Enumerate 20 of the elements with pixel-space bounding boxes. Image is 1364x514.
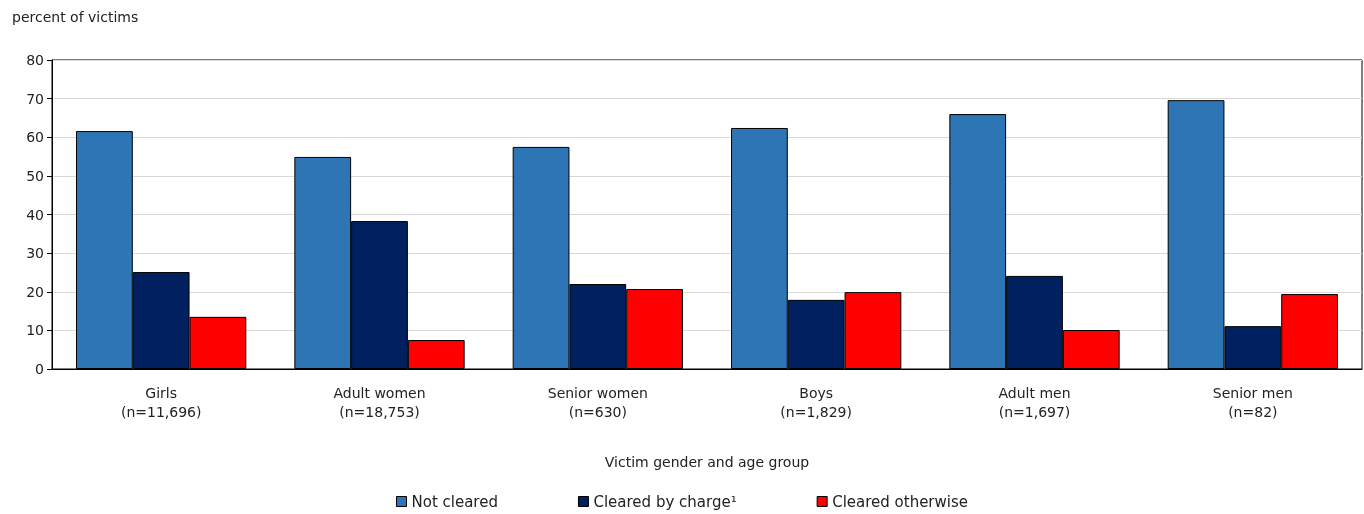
y-tick-label: 20 — [26, 283, 44, 300]
legend-label: Cleared otherwise — [832, 492, 969, 511]
y-tick-label: 10 — [26, 322, 44, 339]
x-tick-label: Adult men (n=1,697) — [998, 384, 1071, 420]
x-tick-label: Boys (n=1,829) — [780, 384, 852, 420]
legend-label: Not cleared — [411, 492, 498, 511]
y-tick-label: 30 — [26, 245, 44, 262]
legend-label: Cleared by charge¹ — [593, 492, 737, 511]
y-tick-label: 80 — [26, 52, 44, 68]
y-tick-label: 40 — [26, 206, 44, 223]
x-axis-title: Victim gender and age group — [604, 454, 810, 470]
x-tick-label: Senior men (n=82) — [1212, 384, 1293, 420]
y-tick-label: 0 — [35, 361, 44, 377]
y-tick-label: 60 — [26, 129, 44, 146]
x-tick-label: Adult women (n=18,753) — [333, 384, 426, 420]
x-tick-label: Girls (n=11,696) — [120, 384, 202, 420]
y-axis-title: percent of victims — [12, 9, 139, 25]
x-tick-label: Senior women (n=630) — [547, 384, 648, 420]
y-tick-label: 70 — [26, 90, 44, 107]
y-tick-label: 50 — [26, 167, 44, 184]
